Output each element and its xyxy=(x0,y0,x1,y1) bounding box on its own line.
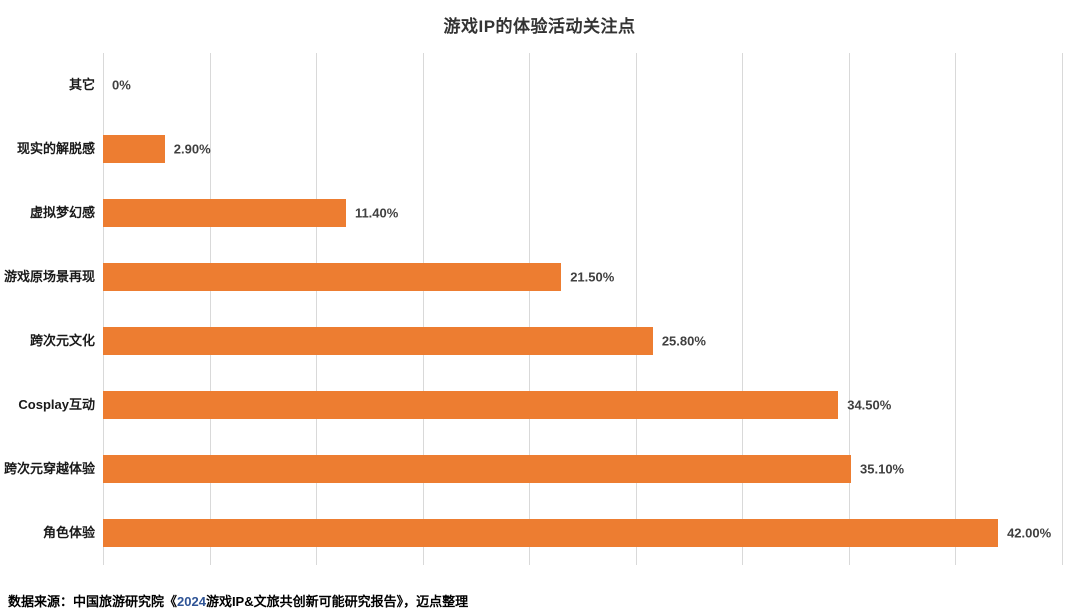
source-note-suffix: 游戏IP&文旅共创新可能研究报告》，迈点整理 xyxy=(205,594,469,609)
category-label: 跨次元穿越体验 xyxy=(3,460,95,476)
bar xyxy=(103,391,839,419)
bar xyxy=(103,135,165,163)
category-label: 角色体验 xyxy=(42,524,95,540)
chart-title: 游戏IP的体验活动关注点 xyxy=(443,17,636,36)
value-label: 34.50% xyxy=(847,397,892,413)
gridline xyxy=(955,53,957,565)
bar-row: 游戏原场景再现 21.50% xyxy=(4,245,1062,309)
gridline xyxy=(316,53,318,565)
gridline xyxy=(848,53,850,565)
bar-row: 跨次元文化 25.80% xyxy=(30,309,1062,373)
category-label: 虚拟梦幻感 xyxy=(29,204,95,220)
value-label: 25.80% xyxy=(661,333,706,349)
gridline xyxy=(529,53,531,565)
gridline xyxy=(1062,53,1063,565)
source-note-prefix: 数据来源：中国旅游研究院《 xyxy=(8,594,178,609)
bar-row: 现实的解脱感 2.90% xyxy=(17,117,1062,181)
category-label: 现实的解脱感 xyxy=(16,140,95,156)
bar xyxy=(103,455,852,483)
category-label: 其它 xyxy=(68,76,95,92)
source-note-year: 2024 xyxy=(177,594,206,609)
plot-area: 其它 0% 现实的解脱感 2.90% 虚拟梦幻感 11.40% 游戏原场景再现 21.50% 跨… xyxy=(4,53,1063,565)
bar-row: 其它 0% xyxy=(69,53,1062,117)
gridline xyxy=(742,53,744,565)
bar-row: 角色体验 42.00% xyxy=(43,501,1062,565)
value-axis-line xyxy=(103,53,104,565)
value-label: 2.90% xyxy=(173,141,211,157)
value-label: 42.00% xyxy=(1007,525,1052,541)
gridline xyxy=(422,53,424,565)
bar-row: 跨次元穿越体验 35.10% xyxy=(4,437,1062,501)
category-label: 跨次元文化 xyxy=(29,332,95,348)
value-label: 35.10% xyxy=(860,461,905,477)
bar xyxy=(103,263,562,291)
bar-row: Cosplay互动 34.50% xyxy=(18,373,1062,437)
category-label: 游戏原场景再现 xyxy=(3,268,95,284)
bar xyxy=(103,327,653,355)
source-note: 数据来源：中国旅游研究院《2024游戏IP&文旅共创新可能研究报告》，迈点整理 xyxy=(8,591,468,610)
bar-row: 虚拟梦幻感 11.40% xyxy=(30,181,1062,245)
gridline xyxy=(209,53,211,565)
gridline xyxy=(635,53,637,565)
value-label: 11.40% xyxy=(354,205,399,221)
bar xyxy=(103,519,999,547)
category-label: Cosplay互动 xyxy=(18,396,95,412)
bar xyxy=(103,199,346,227)
value-label: 21.50% xyxy=(570,269,615,285)
value-label: 0% xyxy=(112,77,131,93)
